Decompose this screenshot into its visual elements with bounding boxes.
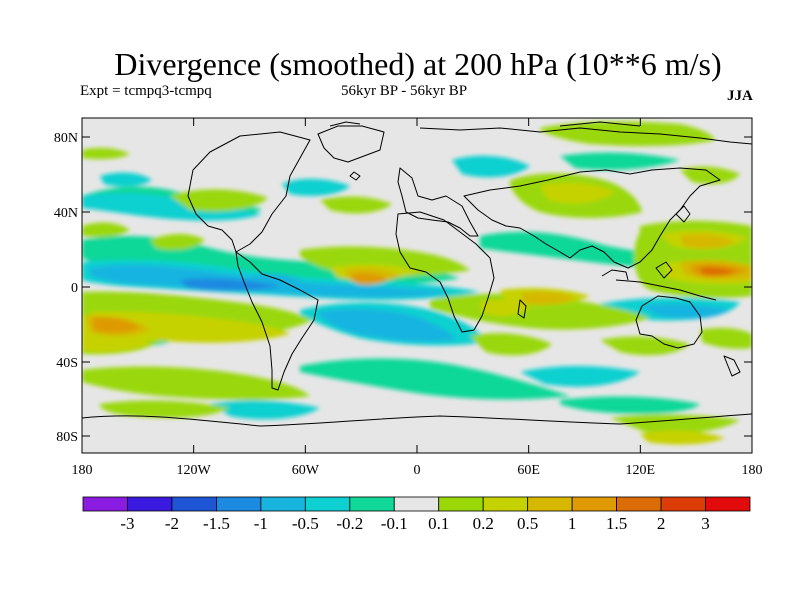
colorbar-label: 1.5	[606, 514, 627, 533]
lat-tick-label: 80S	[56, 430, 78, 445]
season-label: JJA	[727, 88, 753, 104]
experiment-label: Expt = tcmpq3-tcmpq	[80, 83, 212, 99]
colorbar-swatch	[527, 496, 573, 512]
colorbar-swatch	[215, 496, 262, 512]
colorbar-swatch	[127, 496, 173, 512]
lon-tick-label: 180	[742, 463, 763, 478]
lat-tick-label: 80N	[54, 131, 78, 146]
divergence-contours	[82, 121, 752, 445]
colorbar: -3 -2 -1.5 -1 -0.5 -0.2 -0.1 0.1 0.2 0.5 1 1.5 2 3	[82, 496, 751, 533]
colorbar-label: -2	[165, 514, 179, 533]
colorbar-label: 0.2	[473, 514, 494, 533]
lat-tick-label: 40S	[56, 356, 78, 371]
divergence-field	[82, 118, 752, 453]
colorbar-label: 0.5	[517, 514, 538, 533]
lon-tick-label: 120E	[626, 463, 656, 478]
colorbar-swatch	[349, 496, 395, 512]
colorbar-swatch	[616, 496, 662, 512]
colorbar-label: 2	[657, 514, 666, 533]
lon-tick-label: 60W	[292, 463, 320, 478]
colorbar-swatch	[82, 496, 128, 512]
colorbar-swatch	[482, 496, 529, 512]
map-title: Divergence (smoothed) at 200 hPa (10**6 …	[114, 46, 722, 82]
colorbar-swatch	[260, 496, 306, 512]
colorbar-label: -0.2	[336, 514, 363, 533]
colorbar-swatch	[660, 496, 706, 512]
lon-tick-label: 0	[414, 463, 421, 478]
colorbar-label: -1.5	[203, 514, 230, 533]
colorbar-label: -0.5	[292, 514, 319, 533]
colorbar-swatch	[571, 496, 618, 512]
lon-tick-label: 120W	[177, 463, 212, 478]
colorbar-label: -3	[120, 514, 134, 533]
axis-ticks: 80N 40N 0 40S 80S 180 120W 60W 0 60E 120E 180	[54, 118, 763, 478]
lon-tick-label: 180	[72, 463, 93, 478]
colorbar-label: -0.1	[381, 514, 408, 533]
colorbar-swatch	[393, 496, 440, 512]
period-label: 56kyr BP - 56kyr BP	[341, 83, 468, 99]
colorbar-label: 1	[568, 514, 577, 533]
colorbar-swatch	[438, 496, 484, 512]
colorbar-label: 0.1	[428, 514, 449, 533]
colorbar-label: 3	[701, 514, 710, 533]
colorbar-label: -1	[254, 514, 268, 533]
colorbar-swatch	[304, 496, 351, 512]
lat-tick-label: 0	[71, 281, 78, 296]
coastlines	[82, 121, 752, 427]
lat-tick-label: 40N	[54, 206, 78, 221]
lon-tick-label: 60E	[517, 463, 540, 478]
colorbar-swatch	[705, 496, 751, 512]
colorbar-swatch	[171, 496, 217, 512]
